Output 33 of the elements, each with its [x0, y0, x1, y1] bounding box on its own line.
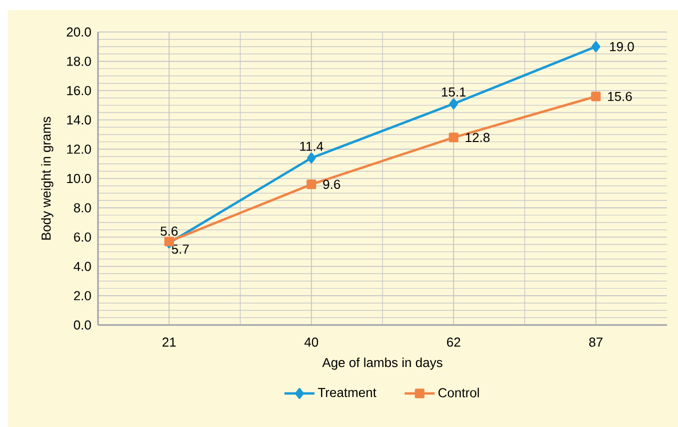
data-label: 9.6 [323, 180, 340, 189]
data-label: 19.0 [610, 42, 634, 52]
y-tick-label: 2.0 [74, 291, 91, 300]
point [591, 92, 601, 102]
y-tick-label: 10.0 [67, 174, 91, 184]
x-tick-label: 40 [304, 338, 318, 347]
point [449, 98, 458, 110]
x-tick-label: 21 [162, 338, 176, 347]
y-tick-label: 20.0 [66, 27, 91, 37]
y-tick-label: 16.0 [67, 86, 91, 96]
point [307, 152, 316, 164]
y-tick-label: 6.0 [74, 232, 91, 242]
data-label: 11.4 [300, 142, 324, 151]
y-tick-label: 14.0 [67, 115, 91, 124]
point [306, 180, 316, 190]
data-label: 5.6 [160, 226, 178, 236]
data-label: 12.8 [466, 132, 490, 142]
legend-label: Treatment [318, 388, 376, 398]
y-tick-label: 4.0 [74, 262, 91, 271]
point [448, 132, 458, 142]
point [592, 41, 600, 52]
x-tick-label: 87 [589, 338, 602, 347]
y-tick-label: 18.0 [67, 56, 91, 66]
legend-label: Control [438, 388, 479, 398]
data-label: 5.7 [172, 244, 189, 254]
y-tick-label: 0.0 [74, 320, 91, 330]
data-label: 15.1 [442, 88, 466, 97]
data-label: 15.6 [608, 92, 632, 102]
y-axis-title: Body weight in grams [41, 116, 54, 240]
y-tick-label: 8.0 [74, 203, 91, 212]
x-axis-title: Age of lambs in days [322, 358, 442, 370]
x-tick-label: 62 [447, 338, 460, 347]
y-tick-label: 12.0 [67, 144, 91, 154]
